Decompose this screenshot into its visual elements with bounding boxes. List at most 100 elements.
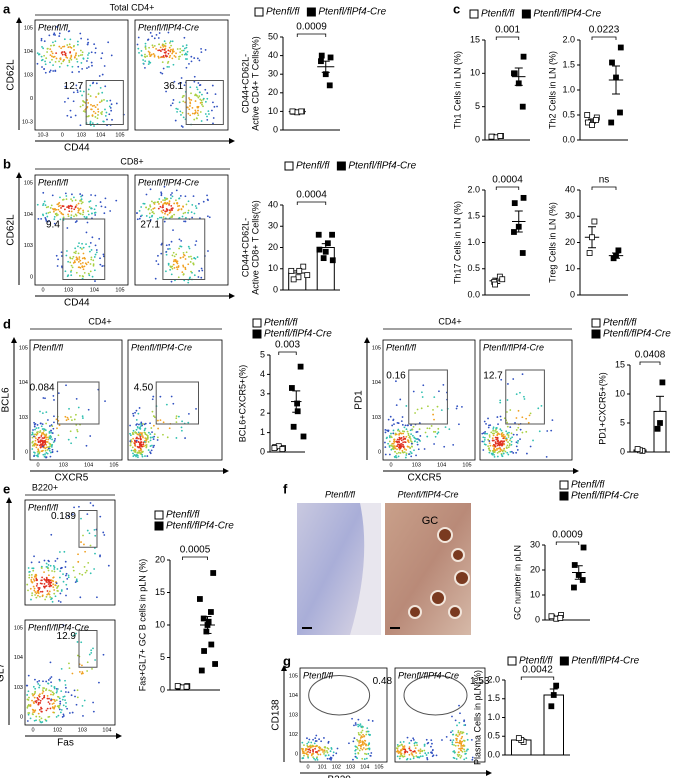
event-dot [393, 438, 395, 441]
event-dot [389, 415, 392, 418]
event-dot [59, 576, 61, 579]
event-dot [330, 747, 333, 749]
y-tick-label: 1.5 [467, 211, 480, 221]
flow-x-tick: 0 [389, 462, 392, 468]
event-dot [104, 85, 107, 88]
event-dot [65, 574, 67, 577]
event-dot [81, 242, 83, 245]
data-point [174, 683, 181, 689]
legend-label: Ptenfl/fl [264, 318, 298, 329]
event-dot [109, 99, 112, 102]
gate [155, 381, 199, 425]
event-dot [138, 452, 140, 454]
event-dot [395, 747, 398, 750]
data-point [329, 257, 336, 264]
event-dot [515, 393, 518, 396]
event-dot [168, 66, 170, 68]
significance-bracket [520, 676, 555, 680]
event-dot [32, 443, 35, 446]
event-dot [31, 433, 34, 435]
event-dot [36, 432, 39, 435]
event-dot [65, 195, 68, 197]
event-dot [162, 44, 165, 46]
event-dot [208, 216, 211, 219]
event-dot [35, 715, 38, 718]
event-dot [51, 432, 54, 434]
event-dot [76, 654, 79, 657]
event-dot [136, 445, 139, 448]
event-dot [144, 53, 146, 56]
event-dot [80, 541, 82, 543]
event-dot [92, 710, 95, 713]
event-dot [166, 213, 169, 216]
event-dot [34, 687, 37, 690]
event-dot [138, 423, 140, 426]
event-dot [82, 57, 85, 60]
event-dot [59, 711, 62, 714]
event-dot [44, 429, 47, 432]
event-dot [144, 45, 147, 48]
event-dot [77, 245, 79, 248]
event-dot [169, 210, 172, 213]
event-dot [195, 240, 198, 243]
event-dot [47, 701, 50, 704]
event-dot [26, 720, 29, 722]
event-dot [320, 740, 323, 743]
event-dot [93, 104, 96, 107]
event-dot [194, 244, 197, 246]
event-dot [550, 429, 553, 432]
event-dot [151, 410, 154, 413]
flow-x-tick: 104 [96, 132, 105, 138]
event-dot [386, 436, 388, 439]
event-dot [32, 567, 35, 570]
event-dot [444, 426, 447, 429]
event-dot [183, 84, 186, 87]
event-dot [73, 215, 75, 218]
y-tick-label: 0 [160, 684, 165, 694]
event-dot [53, 707, 55, 710]
data-point [318, 58, 324, 65]
flow-x-tick: 0 [36, 462, 39, 468]
event-dot [52, 64, 54, 67]
event-dot [146, 434, 149, 437]
event-dot [62, 573, 64, 576]
event-dot [159, 205, 162, 208]
event-dot [43, 67, 46, 70]
event-dot [137, 36, 140, 39]
data-point [326, 82, 333, 89]
event-dot [495, 427, 497, 430]
event-dot [405, 428, 408, 431]
event-dot [96, 104, 99, 106]
plot-frame [134, 174, 229, 286]
event-dot [134, 451, 137, 454]
event-dot [157, 207, 160, 210]
event-dot [31, 436, 34, 439]
event-dot [151, 35, 153, 38]
event-dot [141, 214, 143, 217]
event-dot [159, 56, 162, 59]
event-dot [64, 684, 67, 686]
event-dot [169, 268, 172, 271]
event-dot [172, 402, 175, 405]
event-dot [178, 247, 181, 250]
y-tick-label: 20 [268, 87, 278, 97]
event-dot [392, 432, 395, 435]
gate-value: 0.189 [51, 511, 76, 522]
legend-label: Ptenfl/fl [571, 480, 605, 491]
event-dot [101, 265, 104, 267]
significance-bracket [495, 186, 520, 190]
event-dot [87, 115, 89, 118]
event-dot [33, 579, 36, 582]
event-dot [28, 696, 30, 699]
event-dot [519, 438, 521, 440]
event-dot [384, 431, 387, 434]
legend-swatch [591, 318, 601, 328]
event-dot [165, 251, 168, 253]
event-dot [152, 207, 155, 210]
event-dot [149, 219, 152, 221]
event-dot [31, 441, 34, 443]
event-dot [168, 212, 171, 214]
flow-y-label: BCL6 [1, 387, 12, 412]
event-dot [193, 75, 196, 78]
event-dot [413, 436, 416, 439]
